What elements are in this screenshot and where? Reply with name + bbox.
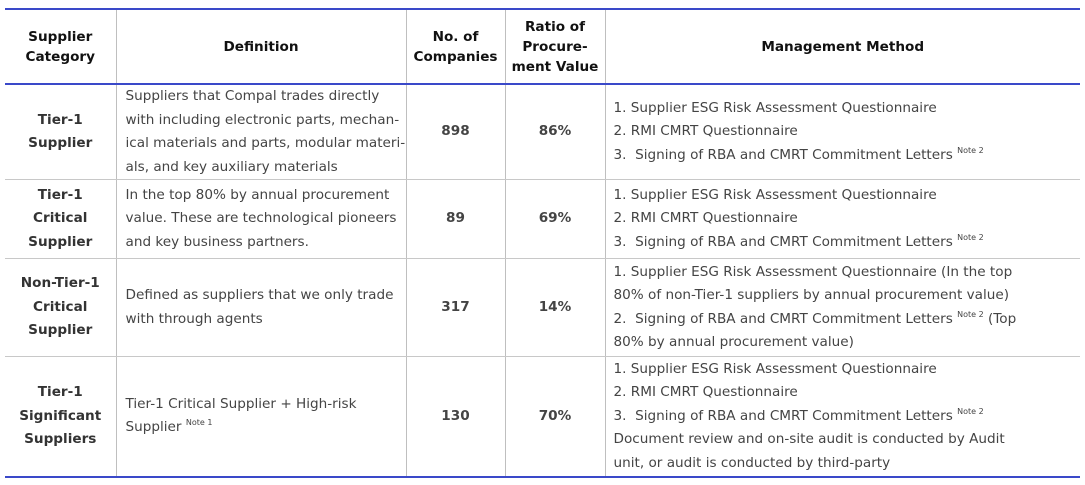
method-item: 1. Supplier ESG Risk Assessment Question… xyxy=(613,99,937,116)
method-item: unit, or audit is conducted by third-par… xyxy=(613,454,891,471)
companies-count-cell: 317 xyxy=(405,258,505,357)
method-item: 2. Signing of RBA and CMRT Commitment Le… xyxy=(613,309,1017,327)
method-item: 1. Supplier ESG Risk Assessment Question… xyxy=(613,360,937,377)
method-item: Document review and on-site audit is con… xyxy=(613,431,1005,447)
table-row: Tier-1 Critical Supplier In the top 80% … xyxy=(5,179,1080,259)
method-item: 80% by annual procurement value) xyxy=(613,334,854,350)
supplier-category-table: Supplier Category Definition No. of Comp… xyxy=(5,8,1080,478)
method-item: 3. Signing of RBA and CMRT Commitment Le… xyxy=(613,145,984,163)
category-cell: Tier-1 Significant Suppliers xyxy=(5,356,116,478)
method-item: 80% of non-Tier-1 suppliers by annual pr… xyxy=(613,287,1010,303)
procurement-ratio-cell: 70% xyxy=(504,356,605,478)
note-reference: Note 2 xyxy=(957,406,984,416)
procurement-ratio-cell: 14% xyxy=(504,258,605,357)
management-method-cell: 1. Supplier ESG Risk Assessment Question… xyxy=(604,356,1080,478)
note-reference: Note 2 xyxy=(957,145,984,155)
procurement-ratio-cell: 86% xyxy=(504,84,605,180)
method-item: 1. Supplier ESG Risk Assessment Question… xyxy=(613,186,937,203)
method-item: 2. RMI CMRT Questionnaire xyxy=(613,210,798,227)
note-reference: Note 2 xyxy=(957,309,984,319)
header-definition: Definition xyxy=(115,8,406,85)
note-reference: Note 1 xyxy=(185,418,213,428)
definition-cell: Defined as suppliers that we only trade … xyxy=(115,258,406,357)
definition-cell: Suppliers that Compal trades directly wi… xyxy=(115,84,406,180)
method-item: 2. RMI CMRT Questionnaire xyxy=(613,123,798,140)
management-method-cell: 1. Supplier ESG Risk Assessment Question… xyxy=(604,258,1080,357)
companies-count-cell: 898 xyxy=(405,84,505,180)
header-management-method: Management Method xyxy=(604,8,1080,85)
header-ratio-of-procurement-value: Ratio of Procure- ment Value xyxy=(504,8,605,85)
category-cell: Tier-1 Critical Supplier xyxy=(5,179,116,259)
definition-cell: Tier-1 Critical Supplier + High-risk Sup… xyxy=(115,356,406,478)
supplier-table-container: Supplier Category Definition No. of Comp… xyxy=(5,8,1080,478)
method-item: 3. Signing of RBA and CMRT Commitment Le… xyxy=(613,406,984,424)
category-cell: Non-Tier-1 Critical Supplier xyxy=(5,258,116,357)
method-item: 1. Supplier ESG Risk Assessment Question… xyxy=(613,263,1013,280)
management-method-cell: 1. Supplier ESG Risk Assessment Question… xyxy=(604,179,1080,259)
companies-count-cell: 89 xyxy=(405,179,505,259)
table-row: Tier-1 Supplier Suppliers that Compal tr… xyxy=(5,84,1080,180)
table-row: Non-Tier-1 Critical Supplier Defined as … xyxy=(5,258,1080,357)
companies-count-cell: 130 xyxy=(405,356,505,478)
definition-cell: In the top 80% by annual procurement val… xyxy=(115,179,406,259)
header-no-of-companies: No. of Companies xyxy=(405,8,505,85)
table-row: Tier-1 Significant Suppliers Tier-1 Crit… xyxy=(5,356,1080,478)
method-item: 2. RMI CMRT Questionnaire xyxy=(613,384,798,400)
category-cell: Tier-1 Supplier xyxy=(5,84,116,180)
method-item: 3. Signing of RBA and CMRT Commitment Le… xyxy=(613,232,984,250)
procurement-ratio-cell: 69% xyxy=(504,179,605,259)
management-method-cell: 1. Supplier ESG Risk Assessment Question… xyxy=(604,84,1080,180)
header-row: Supplier Category Definition No. of Comp… xyxy=(5,8,1080,85)
header-supplier-category: Supplier Category xyxy=(5,8,116,85)
note-reference: Note 2 xyxy=(957,232,984,242)
